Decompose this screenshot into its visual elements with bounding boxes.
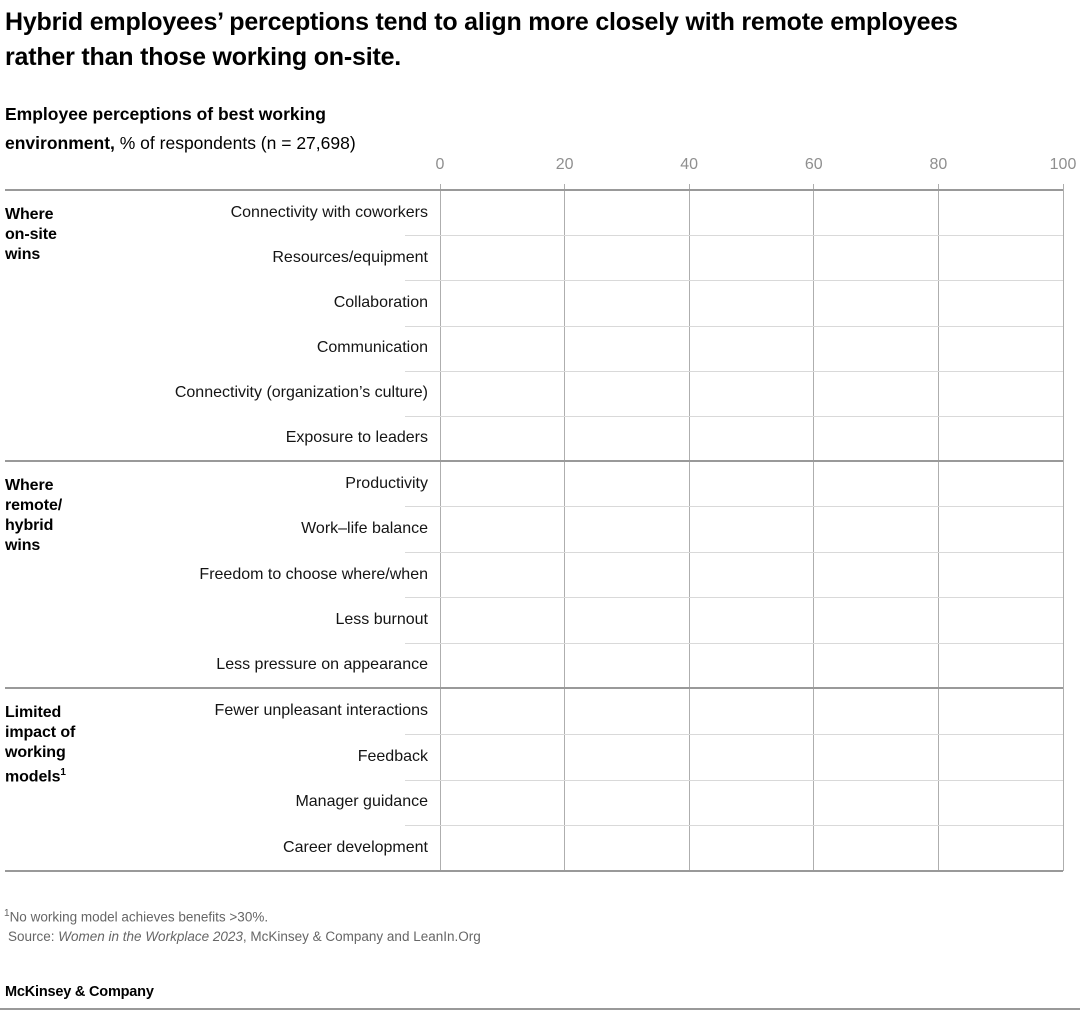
source-publication: Women in the Workplace 2023 [58,929,243,944]
mckinsey-logo: McKinsey & Company [5,984,154,1000]
source-line: Source: Women in the Workplace 2023, McK… [8,927,481,946]
category-label: Less burnout [335,611,428,628]
chart-header-bold-line2: environment, [5,133,115,153]
category-label: Manager guidance [295,793,428,810]
row-separator [405,235,1063,236]
row-separator [405,326,1063,327]
row-separator [405,597,1063,598]
x-gridline [688,184,690,871]
footnote-marker: 1 [4,908,10,919]
category-label: Career development [283,839,428,856]
row-separator [405,643,1063,644]
row-separator [405,825,1063,826]
footnote-text: No working model achieves benefits >30%. [9,909,269,925]
page-bottom-rule [0,1008,1080,1010]
x-gridline [1062,184,1064,871]
x-axis-tick-label: 60 [804,156,823,173]
group-separator-rule [5,687,1063,689]
chart-top-rule [5,189,1063,191]
row-separator [405,552,1063,553]
x-gridline [937,184,939,871]
chart-header: Employee perceptions of best working env… [5,100,565,158]
category-label: Connectivity (organization’s culture) [174,384,428,401]
chart-bottom-rule [5,870,1063,872]
category-label: Productivity [345,475,428,492]
page-title: Hybrid employees’ perceptions tend to al… [5,8,958,71]
category-label: Exposure to leaders [285,429,428,446]
x-gridline [813,184,815,871]
group-label: Limited impact of working models1 [5,704,76,786]
group-separator-rule [5,460,1063,462]
category-label: Less pressure on appearance [216,656,428,673]
group-label-footnote-marker: 1 [60,767,66,778]
x-gridline [564,184,566,871]
category-label: Resources/equipment [272,249,428,266]
footnote: 1No working model achieves benefits >30%… [4,904,268,927]
category-label: Work–life balance [301,520,428,537]
source-suffix: , McKinsey & Company and LeanIn.Org [242,929,481,944]
x-axis-tick-label: 80 [929,156,948,173]
x-axis-tick-label: 20 [555,156,574,173]
row-separator [405,780,1063,781]
category-label: Feedback [357,748,428,765]
x-axis-tick-label: 0 [435,156,445,173]
group-label: Where remote/hybrid wins [5,477,63,554]
category-label: Collaboration [333,294,428,311]
row-separator [405,280,1063,281]
chart-header-units: % of respondents (n = 27,698) [114,133,356,153]
category-label: Connectivity with coworkers [230,204,428,221]
category-label: Fewer unpleasant interactions [214,702,428,719]
row-separator [405,371,1063,372]
row-separator [405,506,1063,507]
group-label: Where on-site wins [5,206,57,263]
row-separator [405,416,1063,417]
x-axis-tick-label: 40 [680,156,699,173]
x-axis-tick-label: 100 [1049,156,1077,173]
source-prefix: Source: [8,929,59,944]
row-separator [405,734,1063,735]
category-label: Freedom to choose where/when [199,566,428,583]
chart-header-bold-line1: Employee perceptions of best working [5,104,326,124]
category-label: Communication [316,339,428,356]
x-gridline [439,184,441,871]
